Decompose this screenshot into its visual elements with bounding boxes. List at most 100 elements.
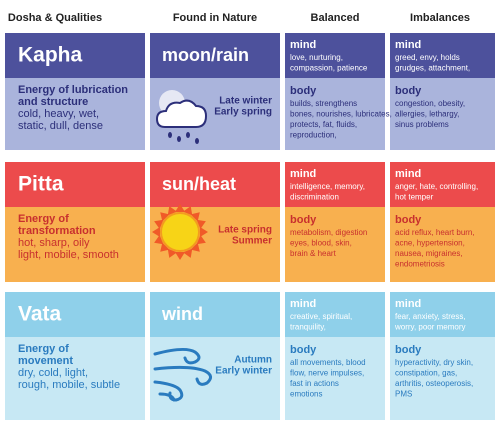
text-line: allergies, lethargy, — [395, 110, 459, 119]
cell-bottom — [390, 78, 495, 150]
wind-icon — [153, 365, 212, 386]
cell-top — [285, 292, 385, 337]
text-line: nausea, migraines, — [395, 249, 463, 258]
text-line: love, nurturing, — [290, 53, 343, 62]
text-line: protects, fat, fluids, — [290, 120, 357, 129]
nature-label: wind — [161, 304, 203, 324]
column-header: Balanced — [311, 12, 360, 24]
rain-drop — [168, 132, 172, 138]
text-line: greed, envy, holds — [395, 53, 460, 62]
wind-icon — [153, 380, 184, 402]
mind-label: mind — [290, 39, 316, 51]
text-line: light, mobile, smooth — [18, 249, 119, 261]
sun-ray — [200, 227, 208, 237]
cell-bottom — [390, 207, 495, 282]
text-line: acne, hypertension, — [395, 239, 465, 248]
body-label: body — [395, 85, 422, 97]
dosha-name: Kapha — [18, 44, 83, 67]
cell-top — [285, 162, 385, 207]
text-line: flow, nerve impulses, — [290, 369, 364, 378]
text-line: emotions — [290, 390, 322, 399]
text-line: worry, poor memory — [394, 323, 466, 332]
mind-label: mind — [290, 168, 316, 180]
column-header: Dosha & Qualities — [8, 12, 102, 24]
mind-label: mind — [395, 298, 421, 310]
sun-icon — [160, 212, 200, 252]
text-line: fear, anxiety, stress, — [395, 312, 466, 321]
sun-ray — [152, 227, 160, 237]
text-line: grudges, attachment, — [395, 64, 470, 73]
body-label: body — [395, 214, 422, 226]
text-line: intelligence, memory, — [290, 182, 365, 191]
sun-ray — [167, 206, 177, 216]
rain-drop — [177, 136, 181, 142]
text-line: dry, cold, light, — [18, 367, 88, 379]
text-line: Autumn — [234, 355, 272, 366]
cell-top — [5, 162, 145, 207]
text-line: cold, heavy, wet, — [18, 108, 99, 120]
nature-label: moon/rain — [162, 45, 249, 65]
sun-ray — [160, 212, 170, 222]
sun-ray — [183, 206, 193, 216]
mind-label: mind — [395, 168, 421, 180]
cell-bottom — [285, 78, 385, 150]
text-line: endometriosis — [395, 260, 445, 269]
dosha-name: Vata — [18, 303, 62, 326]
text-line: bones, nourishes, lubricates, — [290, 110, 392, 119]
text-line: PMS — [395, 390, 412, 399]
text-line: movement — [18, 355, 73, 367]
nature-label: sun/heat — [162, 174, 236, 194]
sun-ray — [196, 219, 206, 229]
text-line: tranquility, — [290, 323, 326, 332]
column-header: Found in Nature — [173, 12, 257, 24]
cell-bottom — [390, 337, 495, 420]
mind-label: mind — [395, 39, 421, 51]
text-line: builds, strengthens — [290, 99, 357, 108]
cell-top — [285, 33, 385, 78]
text-line: and structure — [18, 96, 88, 108]
cell-top — [5, 292, 145, 337]
text-line: acid reflux, heart burn, — [395, 228, 475, 237]
cell-top — [390, 162, 495, 207]
body-label: body — [290, 344, 317, 356]
text-line: congestion, obesity, — [395, 99, 465, 108]
text-line: transformation — [18, 225, 96, 237]
rain-drop — [186, 132, 190, 138]
cell-top — [150, 33, 280, 78]
cell-bottom — [5, 337, 145, 420]
text-line: Late winter — [219, 96, 272, 107]
text-line: anger, hate, controlling, — [395, 182, 478, 191]
body-label: body — [395, 344, 422, 356]
body-label: body — [290, 214, 317, 226]
sun-ray — [175, 252, 185, 260]
text-line: fast in actions — [290, 379, 339, 388]
text-line: compassion, patience — [290, 64, 368, 73]
sun-ray — [154, 235, 164, 245]
text-line: Summer — [232, 236, 272, 247]
sun-ray — [167, 248, 177, 258]
sun-ray — [160, 242, 170, 252]
text-line: brain & heart — [290, 249, 337, 258]
text-line: constipation, gas, — [395, 369, 457, 378]
text-line: hot temper — [395, 193, 434, 202]
body-label: body — [290, 85, 317, 97]
mind-label: mind — [290, 298, 316, 310]
cell-top — [390, 292, 495, 337]
text-line: creative, spiritual, — [290, 312, 352, 321]
text-line: metabolism, digestion — [290, 228, 367, 237]
text-line: Energy of — [18, 213, 69, 225]
cell-bottom — [285, 337, 385, 420]
sun-ray — [183, 248, 193, 258]
text-line: discrimination — [290, 193, 339, 202]
sun-ray — [190, 242, 200, 252]
text-line: all movements, blood — [290, 358, 366, 367]
text-line: Late spring — [218, 225, 272, 236]
text-line: Energy of — [18, 343, 69, 355]
text-line: reproduction, — [290, 131, 337, 140]
cell-top — [150, 162, 280, 207]
text-line: hyperactivity, dry skin, — [395, 358, 473, 367]
cell-bottom — [5, 207, 145, 282]
cell-bottom — [5, 78, 145, 150]
cell-bottom — [285, 207, 385, 282]
